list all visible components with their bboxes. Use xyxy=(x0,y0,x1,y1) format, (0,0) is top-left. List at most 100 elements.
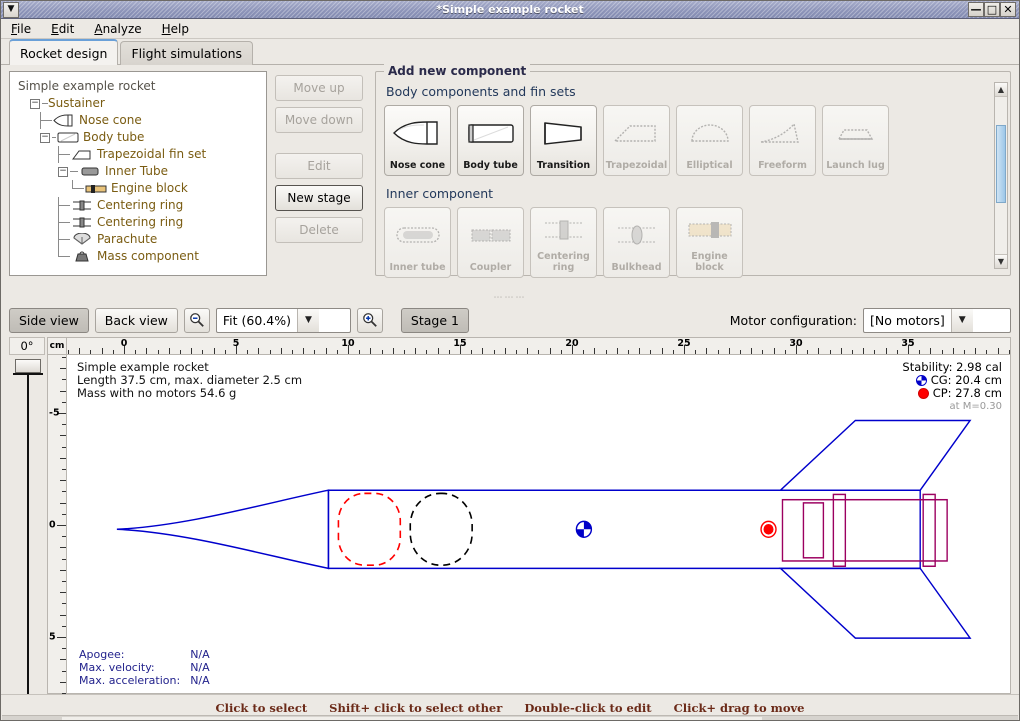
slider-thumb[interactable] xyxy=(15,359,41,373)
menu-analyze[interactable]: Analyze xyxy=(94,21,142,36)
zoom-combo[interactable]: Fit (60.4%) ▼ xyxy=(215,307,351,333)
tree-button-column: Move up Move down Edit New stage Delete xyxy=(275,71,367,293)
palette-scrollbar[interactable]: ▲ ▼ xyxy=(994,82,1008,269)
ruler-tick xyxy=(236,345,237,354)
ruler-tick xyxy=(60,390,66,392)
maximize-button[interactable]: □ xyxy=(984,2,1000,17)
bulkhead-icon xyxy=(604,208,669,262)
centering-ring-icon xyxy=(71,199,93,212)
tree-item-mass-component[interactable]: Mass component xyxy=(16,248,260,265)
ruler-tick xyxy=(314,350,316,354)
tab-rocket-design[interactable]: Rocket design xyxy=(9,39,119,65)
tree-expander-sustainer[interactable]: − xyxy=(30,98,40,109)
window-menu-icon[interactable]: ▼ xyxy=(3,1,19,18)
horizontal-scrollbar[interactable] xyxy=(2,715,1018,720)
palette-label: Coupler xyxy=(469,262,512,273)
move-down-button[interactable]: Move down xyxy=(275,107,363,133)
ruler-tick xyxy=(527,348,529,354)
add-launch-lug-button[interactable]: Launch lug xyxy=(822,105,889,176)
add-transition-button[interactable]: Transition xyxy=(530,105,597,176)
slider-zone[interactable] xyxy=(9,355,47,694)
scroll-down-icon[interactable]: ▼ xyxy=(995,254,1007,268)
menu-file[interactable]: File xyxy=(11,21,32,36)
centering-ring-shape-1 xyxy=(832,493,847,567)
ruler-label: 5 xyxy=(232,338,240,349)
minimize-button[interactable]: — xyxy=(968,2,984,17)
tree-item-engine-block[interactable]: Engine block xyxy=(16,180,260,197)
add-freeform-fin-button[interactable]: Freeform xyxy=(749,105,816,176)
stage-button[interactable]: Stage 1 xyxy=(400,307,469,333)
tree-item-parachute[interactable]: Parachute xyxy=(16,231,260,248)
engine-block-shape xyxy=(802,502,825,559)
scrollbar-thumb[interactable] xyxy=(996,125,1006,203)
menu-help[interactable]: Help xyxy=(161,21,190,36)
add-body-tube-button[interactable]: Body tube xyxy=(457,105,524,176)
add-coupler-button[interactable]: Coupler xyxy=(457,207,524,278)
zoom-out-icon[interactable] xyxy=(183,307,210,333)
tree-expander-inner-tube[interactable]: − xyxy=(58,166,68,177)
tree-root-label: Simple example rocket xyxy=(18,79,156,93)
freeform-fin-icon xyxy=(750,106,815,160)
add-inner-tube-button[interactable]: Inner tube xyxy=(384,207,451,278)
ruler-tick xyxy=(639,348,641,354)
ruler-tick xyxy=(684,345,685,354)
chevron-down-icon[interactable]: ▼ xyxy=(950,308,973,332)
cp-value: CP: 27.8 cm xyxy=(932,386,1002,400)
ruler-tick xyxy=(460,345,461,354)
ruler-tick xyxy=(62,491,66,493)
scrollbar-track[interactable] xyxy=(995,97,1007,254)
close-button[interactable]: ✕ xyxy=(1000,2,1016,17)
add-centering-ring-button[interactable]: Centering ring xyxy=(530,207,597,278)
add-bulkhead-button[interactable]: Bulkhead xyxy=(603,207,670,278)
rocket-canvas[interactable]: Simple example rocket Length 37.5 cm, ma… xyxy=(67,355,1011,694)
add-engine-block-button[interactable]: Engine block xyxy=(676,207,743,278)
motor-configuration-value: [No motors] xyxy=(870,312,945,328)
tree-connector xyxy=(58,197,70,214)
tree-item-sustainer[interactable]: − Sustainer xyxy=(16,95,260,112)
tree-item-trapezoidal-fin-set[interactable]: Trapezoidal fin set xyxy=(16,146,260,163)
new-stage-button[interactable]: New stage xyxy=(275,185,363,211)
add-nose-cone-button[interactable]: Nose cone xyxy=(384,105,451,176)
tree-item-body-tube[interactable]: − Body tube xyxy=(16,129,260,146)
scroll-up-icon[interactable]: ▲ xyxy=(995,83,1007,97)
scrollbar-thumb[interactable] xyxy=(62,717,762,720)
zoom-in-icon[interactable] xyxy=(356,307,383,333)
stability-value: Stability: 2.98 cal xyxy=(902,360,1002,374)
tree-item-inner-tube[interactable]: − Inner Tube xyxy=(16,163,260,180)
component-tree[interactable]: Simple example rocket − Sustainer Nose c… xyxy=(9,71,267,276)
inner-components-row: Inner tube Coupler Centering ring xyxy=(384,207,1004,278)
ruler-tick xyxy=(538,350,540,354)
tree-item-centering-ring-2[interactable]: Centering ring xyxy=(16,214,260,231)
add-elliptical-fin-button[interactable]: Elliptical xyxy=(676,105,743,176)
add-component-group: Add new component Body components and fi… xyxy=(375,64,1011,278)
ruler-tick xyxy=(986,350,988,354)
rotation-slider[interactable] xyxy=(9,355,47,694)
tree-item-centering-ring-1[interactable]: Centering ring xyxy=(16,197,260,214)
ruler-tick xyxy=(62,357,66,358)
palette-label: Inner tube xyxy=(389,262,446,273)
side-view-button[interactable]: Side view xyxy=(9,307,89,333)
ruler-tick xyxy=(62,693,66,694)
tree-expander-body-tube[interactable]: − xyxy=(40,132,50,143)
ruler-tick xyxy=(594,348,596,354)
ruler-label: 5 xyxy=(49,631,56,643)
tab-flight-simulations[interactable]: Flight simulations xyxy=(120,41,254,65)
back-view-button[interactable]: Back view xyxy=(94,307,178,333)
slider-track[interactable] xyxy=(27,373,29,694)
move-up-button[interactable]: Move up xyxy=(275,75,363,101)
max-acceleration-value: N/A xyxy=(190,674,210,687)
palette-label: Centering ring xyxy=(537,251,590,273)
component-tree-pane: Simple example rocket − Sustainer Nose c… xyxy=(9,71,367,293)
delete-button[interactable]: Delete xyxy=(275,217,363,243)
chevron-down-icon[interactable]: ▼ xyxy=(297,308,319,332)
menu-edit[interactable]: Edit xyxy=(51,21,75,36)
ruler-tick xyxy=(616,348,618,354)
ruler-tick xyxy=(941,350,943,354)
edit-button[interactable]: Edit xyxy=(275,153,363,179)
tree-item-nose-cone[interactable]: Nose cone xyxy=(16,112,260,129)
motor-configuration-combo[interactable]: [No motors] ▼ xyxy=(863,307,1011,333)
palette-label: Freeform xyxy=(758,160,807,171)
add-trapezoidal-fin-button[interactable]: Trapezoidal xyxy=(603,105,670,176)
rocket-figure-area: 0° cm 0 5 10 15 20 25 30 35 -5 0 5 Simple example… xyxy=(1,337,1019,694)
pane-splitter[interactable]: ⋯⋯⋯ xyxy=(1,293,1019,303)
